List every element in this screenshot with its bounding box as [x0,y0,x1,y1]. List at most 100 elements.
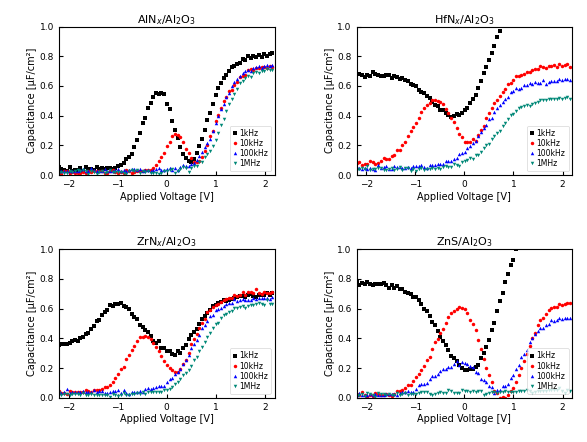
Legend: 1kHz, 10kHz, 100kHz, 1MHz: 1kHz, 10kHz, 100kHz, 1MHz [230,348,271,394]
10kHz [485,110,492,116]
1MHz [502,388,509,393]
Line: 1kHz: 1kHz [355,240,572,372]
100kHz [185,353,192,358]
10kHz [545,63,552,69]
1MHz [188,165,195,171]
100kHz [204,318,211,324]
1MHz [353,168,360,173]
1MHz [185,367,192,372]
10kHz [450,120,457,125]
10kHz [502,86,509,91]
1kHz [204,310,211,316]
1kHz [485,57,492,62]
10kHz [58,171,65,176]
100kHz [494,388,501,393]
1kHz [524,239,531,244]
100kHz [545,321,552,326]
10kHz [269,290,276,295]
100kHz [269,63,276,68]
1MHz [247,302,254,308]
1MHz [556,386,563,391]
10kHz [188,342,195,347]
Line: 100kHz: 100kHz [57,296,274,396]
1MHz [494,390,501,395]
10kHz [55,389,62,394]
1MHz [107,394,114,399]
1kHz [353,71,360,76]
Y-axis label: Capacitance [μF/cm²]: Capacitance [μF/cm²] [26,271,36,376]
10kHz [204,310,211,315]
100kHz [196,154,203,159]
10kHz [63,392,70,397]
10kHz [204,142,211,147]
100kHz [483,379,490,385]
10kHz [491,389,498,394]
1kHz [548,17,555,22]
1MHz [153,389,160,395]
1kHz [247,55,254,60]
10kHz [185,151,192,156]
1MHz [407,168,414,173]
Legend: 1kHz, 10kHz, 100kHz, 1MHz: 1kHz, 10kHz, 100kHz, 1MHz [527,348,568,394]
1kHz [188,160,195,165]
10kHz [153,344,160,349]
10kHz [269,64,276,69]
100kHz [153,385,160,390]
100kHz [63,169,70,174]
1MHz [204,152,211,157]
1MHz [196,159,203,164]
1MHz [483,391,490,396]
1kHz [502,279,509,284]
10kHz [55,169,62,175]
Title: HfN$_x$/Al$_2$O$_3$: HfN$_x$/Al$_2$O$_3$ [434,13,495,27]
Line: 10kHz: 10kHz [355,62,572,167]
Line: 100kHz: 100kHz [355,316,572,397]
1MHz [353,393,360,398]
1kHz [566,239,573,244]
1MHz [545,96,552,101]
100kHz [375,393,382,398]
1kHz [448,114,455,119]
10kHz [188,155,195,160]
1MHz [185,169,192,175]
10kHz [566,64,573,69]
Line: 1MHz: 1MHz [355,387,572,399]
1MHz [264,66,271,72]
1kHz [494,34,501,39]
10kHz [497,395,504,400]
Y-axis label: Capacitance [μF/cm²]: Capacitance [μF/cm²] [26,48,36,153]
1MHz [372,395,379,400]
10kHz [483,116,490,121]
1MHz [485,142,492,147]
100kHz [264,62,271,68]
1kHz [353,278,360,283]
Y-axis label: Capacitance [μF/cm²]: Capacitance [μF/cm²] [325,48,335,153]
1MHz [564,94,571,99]
1kHz [247,291,254,297]
Legend: 1kHz, 10kHz, 100kHz, 1MHz: 1kHz, 10kHz, 100kHz, 1MHz [527,126,568,171]
100kHz [502,383,509,388]
X-axis label: Applied Voltage [V]: Applied Voltage [V] [417,415,511,424]
1kHz [171,352,178,358]
100kHz [196,332,203,337]
100kHz [483,122,490,127]
1kHz [483,345,490,350]
100kHz [564,76,571,81]
100kHz [188,346,195,351]
Line: 10kHz: 10kHz [57,288,274,396]
Title: AlN$_x$/Al$_2$O$_3$: AlN$_x$/Al$_2$O$_3$ [137,13,196,27]
100kHz [485,116,492,122]
1kHz [55,165,62,170]
100kHz [566,315,573,320]
1kHz [79,168,86,174]
10kHz [353,160,360,166]
1MHz [483,142,490,148]
1kHz [450,113,457,118]
1kHz [55,343,62,348]
10kHz [247,67,254,72]
X-axis label: Applied Voltage [V]: Applied Voltage [V] [120,192,214,202]
1MHz [566,96,573,102]
100kHz [353,164,360,170]
100kHz [185,163,192,168]
1MHz [450,162,457,167]
